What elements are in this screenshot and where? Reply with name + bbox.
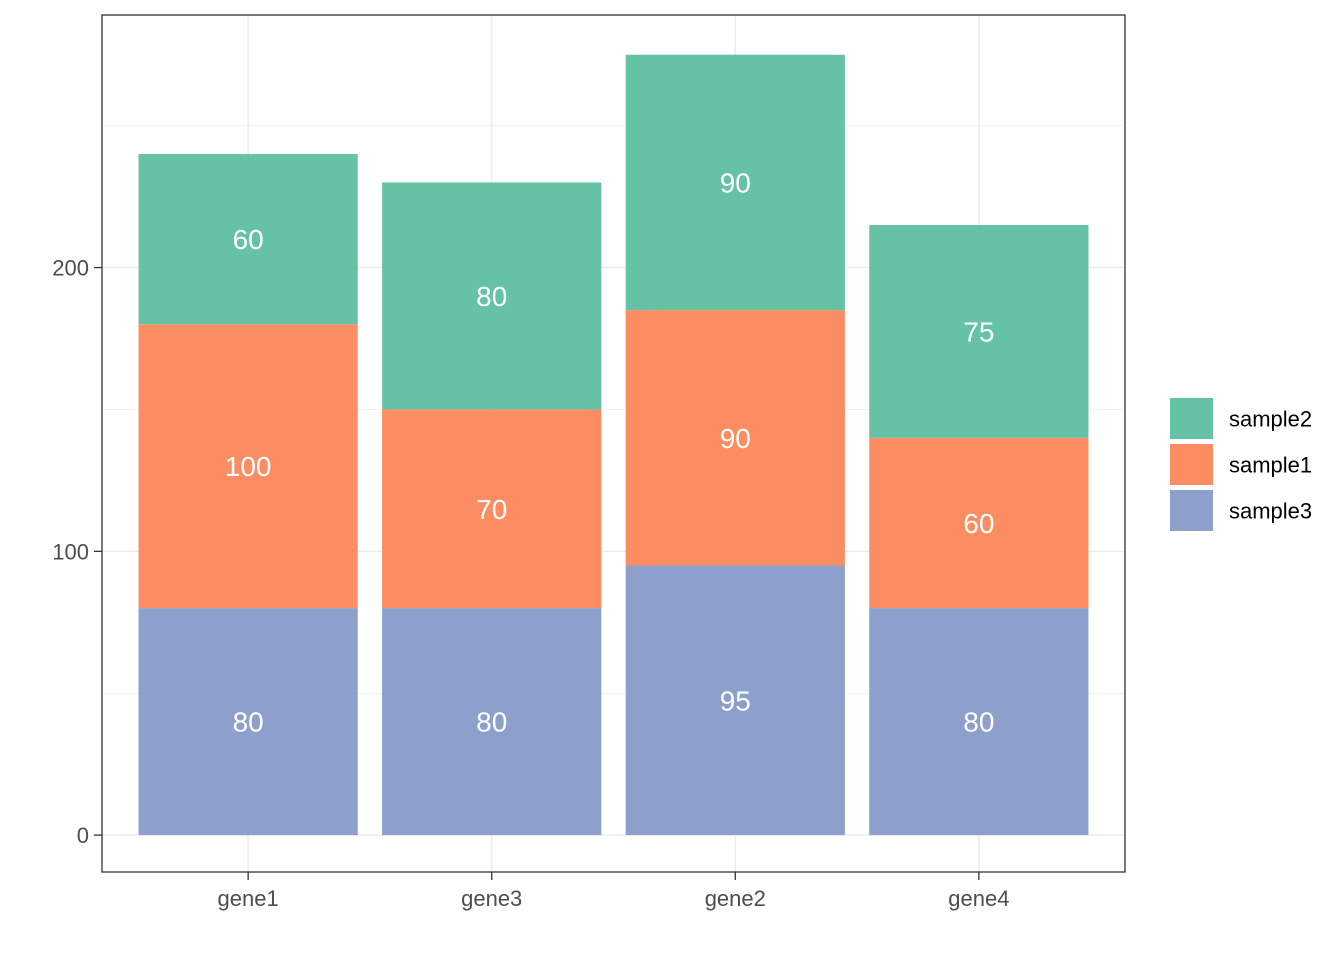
legend-key-sample1 xyxy=(1170,444,1213,485)
x-tick-label-gene1: gene1 xyxy=(218,886,279,911)
legend-label-sample2: sample2 xyxy=(1229,407,1312,432)
bar-gene2-sample3 xyxy=(625,565,845,836)
bar-label-gene2-sample2: 90 xyxy=(720,167,751,198)
bar-label-gene3-sample3: 80 xyxy=(476,707,507,738)
bar-gene1-sample3 xyxy=(138,608,358,836)
bar-label-gene3-sample2: 80 xyxy=(476,281,507,312)
bar-gene4-sample1 xyxy=(869,437,1089,609)
bars xyxy=(138,54,1089,836)
bar-gene4-sample3 xyxy=(869,608,1089,836)
y-tick-label: 100 xyxy=(52,539,89,564)
y-axis: 0 100 200 xyxy=(52,256,102,848)
bar-label-gene1-sample1: 100 xyxy=(225,451,272,482)
y-tick-label: 200 xyxy=(52,256,89,281)
bar-labels: 80 100 60 80 70 80 95 90 90 80 60 75 xyxy=(225,167,995,737)
bar-gene1-sample2 xyxy=(138,154,358,325)
bar-gene3-sample3 xyxy=(382,608,602,836)
bar-gene1-sample1 xyxy=(138,324,358,609)
x-axis: gene1 gene3 gene2 gene4 xyxy=(218,872,1009,911)
legend-key-sample2 xyxy=(1170,398,1213,439)
bar-gene2-sample1 xyxy=(625,310,845,566)
bar-gene3-sample1 xyxy=(382,409,602,609)
bar-gene3-sample2 xyxy=(382,182,602,410)
bar-label-gene4-sample3: 80 xyxy=(963,707,994,738)
y-tick-label: 0 xyxy=(77,823,89,848)
bar-label-gene1-sample2: 60 xyxy=(233,224,264,255)
bar-label-gene4-sample2: 75 xyxy=(963,316,994,347)
bar-label-gene2-sample1: 90 xyxy=(720,423,751,454)
bar-label-gene2-sample3: 95 xyxy=(720,685,751,716)
legend: sample2 sample1 sample3 xyxy=(1170,398,1312,531)
panel-border xyxy=(101,14,1126,873)
x-tick-label-gene2: gene2 xyxy=(705,886,766,911)
bar-gene4-sample2 xyxy=(869,224,1089,438)
legend-key-sample3 xyxy=(1170,490,1213,531)
bar-gene2-sample2 xyxy=(625,54,845,311)
bar-label-gene3-sample1: 70 xyxy=(476,494,507,525)
x-tick-label-gene4: gene4 xyxy=(948,886,1009,911)
bar-label-gene4-sample1: 60 xyxy=(963,508,994,539)
legend-label-sample1: sample1 xyxy=(1229,453,1312,478)
legend-label-sample3: sample3 xyxy=(1229,499,1312,524)
bar-label-gene1-sample3: 80 xyxy=(233,707,264,738)
x-tick-label-gene3: gene3 xyxy=(461,886,522,911)
